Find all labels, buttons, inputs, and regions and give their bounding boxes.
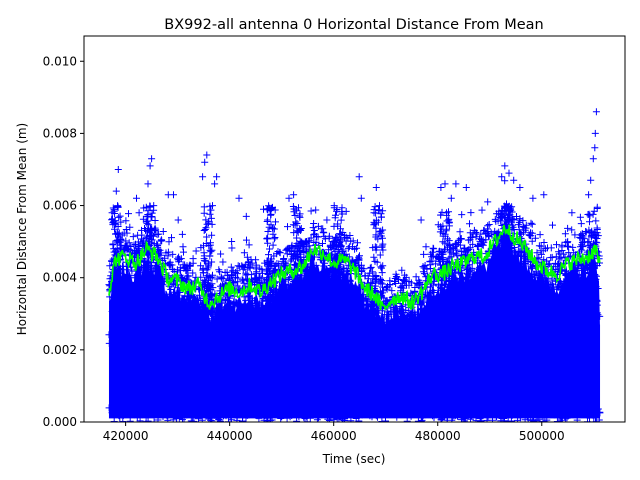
x-tick-label: 480000 xyxy=(415,429,461,443)
y-tick-label: 0.004 xyxy=(43,271,77,285)
y-tick-label: 0.002 xyxy=(43,343,77,357)
x-tick-label: 440000 xyxy=(207,429,253,443)
y-tick-label: 0.000 xyxy=(43,415,77,429)
x-axis-label: Time (sec) xyxy=(322,452,386,466)
plot-data-layer xyxy=(105,108,604,422)
scatter-dense-band xyxy=(108,324,601,419)
plot-frame xyxy=(83,35,626,423)
y-tick-label: 0.008 xyxy=(43,126,77,140)
x-axis: 420000 440000 460000 480000 500000 xyxy=(103,422,565,443)
y-tick-label: 0.010 xyxy=(43,54,77,68)
chart-title: BX992-all antenna 0 Horizontal Distance … xyxy=(164,17,543,33)
x-tick-label: 460000 xyxy=(311,429,357,443)
scatter-upper-band xyxy=(109,229,600,329)
x-tick-label: 420000 xyxy=(103,429,149,443)
y-tick-label: 0.006 xyxy=(43,199,77,213)
series-mean-line xyxy=(108,224,601,312)
x-tick-label: 500000 xyxy=(519,429,565,443)
y-axis-label: Horizontal Distance From Mean (m) xyxy=(15,123,29,335)
y-axis: 0.000 0.002 0.004 0.006 0.008 0.010 xyxy=(43,54,84,429)
